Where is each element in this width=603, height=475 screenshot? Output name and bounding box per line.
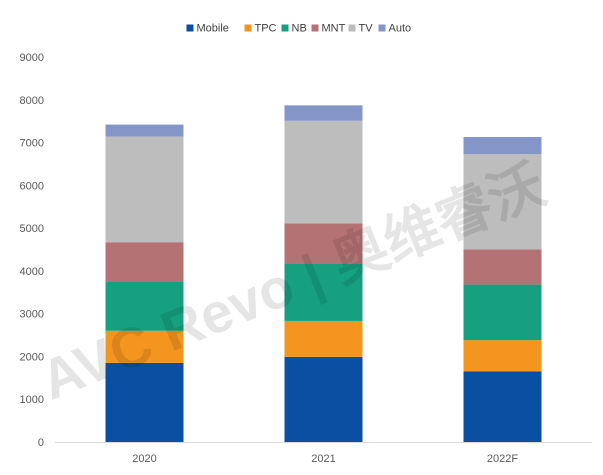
bar-segment-auto — [463, 136, 542, 155]
bars — [105, 105, 542, 442]
legend-item-auto: Auto — [378, 23, 412, 35]
legend-label: TPC — [255, 23, 277, 35]
legend-item-tv: TV — [348, 23, 374, 35]
legend-item-mobile: Mobile — [186, 23, 229, 35]
legend-label: MNT — [322, 23, 346, 35]
bar-segment-tv — [463, 154, 542, 250]
legend-swatch — [348, 24, 356, 32]
bar-segment-nb — [463, 284, 542, 341]
bar-segment-mnt — [463, 249, 542, 285]
bar-segment-tpc — [284, 320, 363, 357]
x-tick-label: 2021 — [311, 453, 335, 465]
y-tick-label: 8000 — [20, 95, 44, 107]
bar-segment-tv — [105, 136, 184, 243]
bar-segment-mobile — [284, 356, 363, 442]
y-tick-label: 7000 — [20, 138, 44, 150]
y-tick-label: 4000 — [20, 266, 44, 278]
bar-segment-tpc — [463, 340, 542, 372]
y-tick-label: 5000 — [20, 223, 44, 235]
y-tick-label: 1000 — [20, 394, 44, 406]
bar-segment-mnt — [284, 223, 363, 264]
legend-item-nb: NB — [281, 23, 307, 35]
bar-segment-auto — [105, 124, 184, 137]
y-tick-label: 2000 — [20, 351, 44, 363]
y-tick-label: 6000 — [20, 180, 44, 192]
legend-swatch — [281, 24, 289, 32]
bar-segment-nb — [105, 281, 184, 331]
legend-swatch — [186, 24, 194, 32]
y-tick-label: 0 — [38, 437, 44, 449]
legend-label: TV — [359, 23, 374, 35]
bar-segment-nb — [284, 263, 363, 321]
legend-label: Auto — [389, 23, 412, 35]
legend-item-tpc: TPC — [244, 23, 277, 35]
legend-label: Mobile — [197, 23, 229, 35]
bar-segment-mnt — [105, 242, 184, 282]
bar-segment-auto — [284, 105, 363, 121]
axes: 0 1000 2000 3000 4000 5000 6000 7000 8000 9000 202… — [20, 52, 592, 465]
legend-label: NB — [292, 23, 307, 35]
bar-segment-tpc — [105, 330, 184, 363]
legend-swatch — [311, 24, 319, 32]
legend-swatch — [244, 24, 252, 32]
x-tick-label: 2022F — [487, 453, 518, 465]
x-tick-label: 2020 — [132, 453, 156, 465]
y-tick-label: 3000 — [20, 309, 44, 321]
bar-segment-mobile — [463, 371, 542, 442]
legend-swatch — [378, 24, 386, 32]
bar-segment-mobile — [105, 362, 184, 442]
legend-item-mnt: MNT — [311, 23, 346, 35]
y-tick-label: 9000 — [20, 52, 44, 64]
legend: Mobile TPC NB MNT TV Auto — [186, 23, 412, 35]
bar-segment-tv — [284, 120, 363, 224]
